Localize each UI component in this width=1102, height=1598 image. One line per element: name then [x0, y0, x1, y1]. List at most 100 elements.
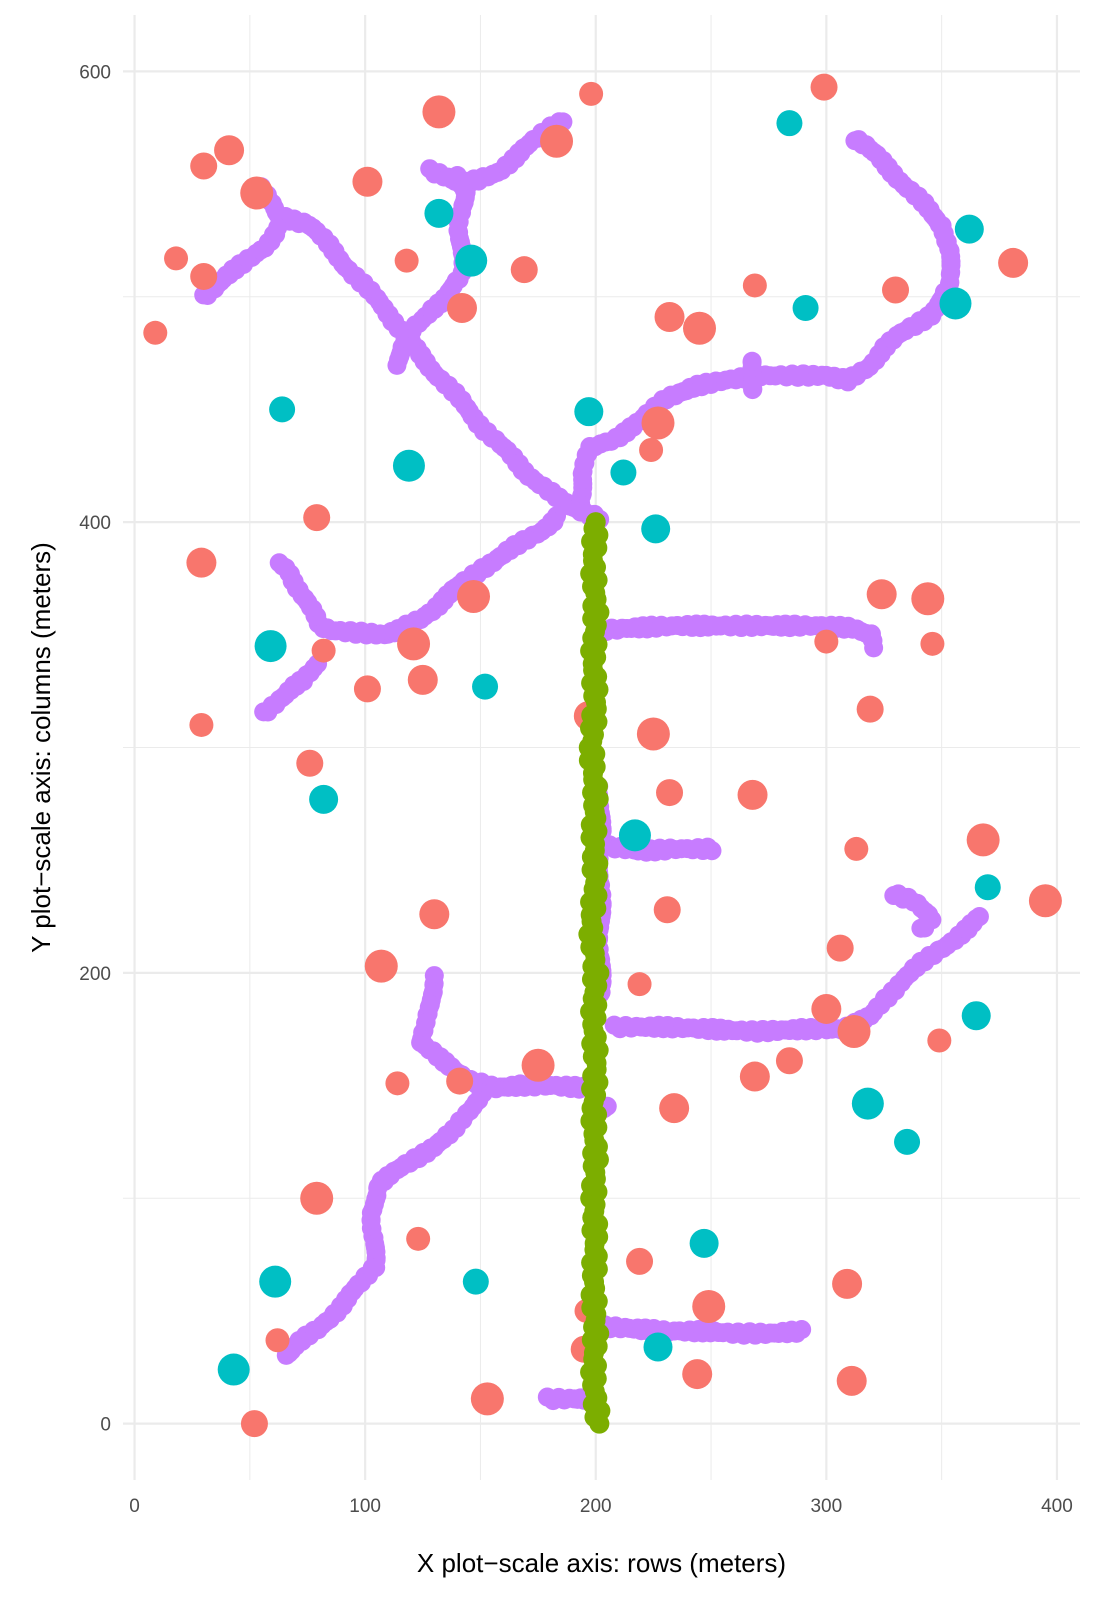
- red-point: [240, 176, 274, 210]
- red-point: [659, 1093, 690, 1124]
- red-point: [826, 934, 854, 962]
- red-point: [303, 504, 331, 532]
- x-tick-label: 400: [1041, 1496, 1073, 1517]
- cyan-point: [269, 396, 296, 423]
- red-point: [966, 823, 1000, 857]
- branch-point: [269, 553, 289, 573]
- red-point: [683, 311, 717, 345]
- red-point: [446, 293, 477, 323]
- branch-point: [845, 131, 865, 151]
- cyan-point: [776, 110, 803, 137]
- y-tick-label: 600: [79, 62, 111, 83]
- red-point: [353, 675, 381, 703]
- cyan-point: [792, 295, 819, 321]
- red-point: [190, 152, 218, 180]
- red-point: [385, 1071, 410, 1096]
- cyan-point: [254, 630, 287, 663]
- x-tick-label: 100: [349, 1496, 381, 1517]
- branch-point: [969, 907, 989, 927]
- x-tick-label: 300: [810, 1496, 842, 1517]
- cyan-point: [954, 214, 984, 244]
- red-point: [510, 256, 538, 284]
- red-point: [265, 1328, 290, 1353]
- red-point: [189, 712, 214, 737]
- x-tick-label: 200: [580, 1496, 612, 1517]
- red-point: [814, 629, 839, 654]
- data-series: [143, 73, 1062, 1438]
- red-point: [1028, 884, 1062, 918]
- red-point: [636, 717, 670, 751]
- red-point: [300, 1181, 334, 1215]
- red-point: [352, 166, 383, 197]
- red-point: [653, 896, 681, 924]
- red-point: [692, 1289, 726, 1323]
- cyan-point: [851, 1087, 884, 1120]
- red-point: [639, 437, 664, 462]
- red-point: [882, 276, 910, 304]
- branch-point: [792, 1320, 812, 1340]
- cyan-point: [961, 1001, 991, 1031]
- red-point: [446, 1067, 474, 1095]
- branch-point: [864, 638, 884, 658]
- cyan-point: [643, 1332, 673, 1362]
- branch-point: [387, 355, 407, 375]
- x-axis-title: X plot−scale axis: rows (meters): [417, 1548, 786, 1578]
- red-point: [742, 273, 767, 298]
- red-point: [998, 247, 1029, 278]
- red-point: [654, 302, 685, 333]
- branch-point: [884, 886, 904, 906]
- cyan-point: [309, 784, 339, 814]
- x-tick-label: 0: [129, 1496, 140, 1517]
- cyan-point: [974, 874, 1001, 901]
- red-point: [143, 320, 168, 345]
- cyan-point: [618, 819, 651, 852]
- cyan-point: [259, 1265, 292, 1298]
- red-point: [164, 246, 189, 271]
- red-point: [407, 664, 438, 695]
- red-point: [521, 1048, 555, 1082]
- red-point: [406, 1226, 431, 1251]
- red-point: [311, 638, 336, 663]
- red-point: [866, 579, 897, 610]
- red-point: [470, 1382, 504, 1416]
- red-point: [627, 972, 652, 997]
- y-tick-label: 0: [100, 1415, 111, 1436]
- red-point: [927, 1028, 952, 1053]
- red-point: [837, 1014, 871, 1048]
- cyan-point: [217, 1353, 250, 1386]
- red-point: [737, 779, 768, 810]
- red-point: [739, 1061, 770, 1092]
- y-tick-label: 200: [79, 964, 111, 985]
- cyan-point: [455, 244, 488, 277]
- red-point: [682, 1359, 713, 1390]
- red-point: [641, 406, 675, 440]
- red-point: [626, 1247, 654, 1275]
- tick-labels: 0 100 200 300 400 0 200 400 600: [79, 62, 1072, 1517]
- red-point: [810, 73, 838, 101]
- cyan-point: [641, 514, 671, 544]
- red-point: [296, 749, 324, 777]
- red-point: [911, 582, 945, 616]
- red-point: [775, 1047, 803, 1075]
- cyan-point: [424, 198, 454, 228]
- trunk-point: [589, 1413, 610, 1434]
- branch-point: [268, 218, 288, 238]
- red-point: [656, 779, 684, 807]
- red-point: [836, 1365, 867, 1396]
- red-point: [832, 1268, 863, 1299]
- red-point: [422, 95, 456, 129]
- branch-point: [702, 841, 722, 861]
- cyan-point: [610, 459, 637, 486]
- red-point: [394, 248, 419, 273]
- cyan-point: [894, 1128, 921, 1155]
- red-point: [457, 579, 491, 613]
- red-point: [214, 135, 245, 166]
- red-point: [540, 124, 574, 158]
- branch-point: [742, 351, 762, 371]
- red-point: [397, 627, 431, 661]
- red-point: [240, 1410, 268, 1438]
- cyan-point: [939, 287, 972, 320]
- red-point: [190, 262, 218, 290]
- red-point: [186, 547, 217, 578]
